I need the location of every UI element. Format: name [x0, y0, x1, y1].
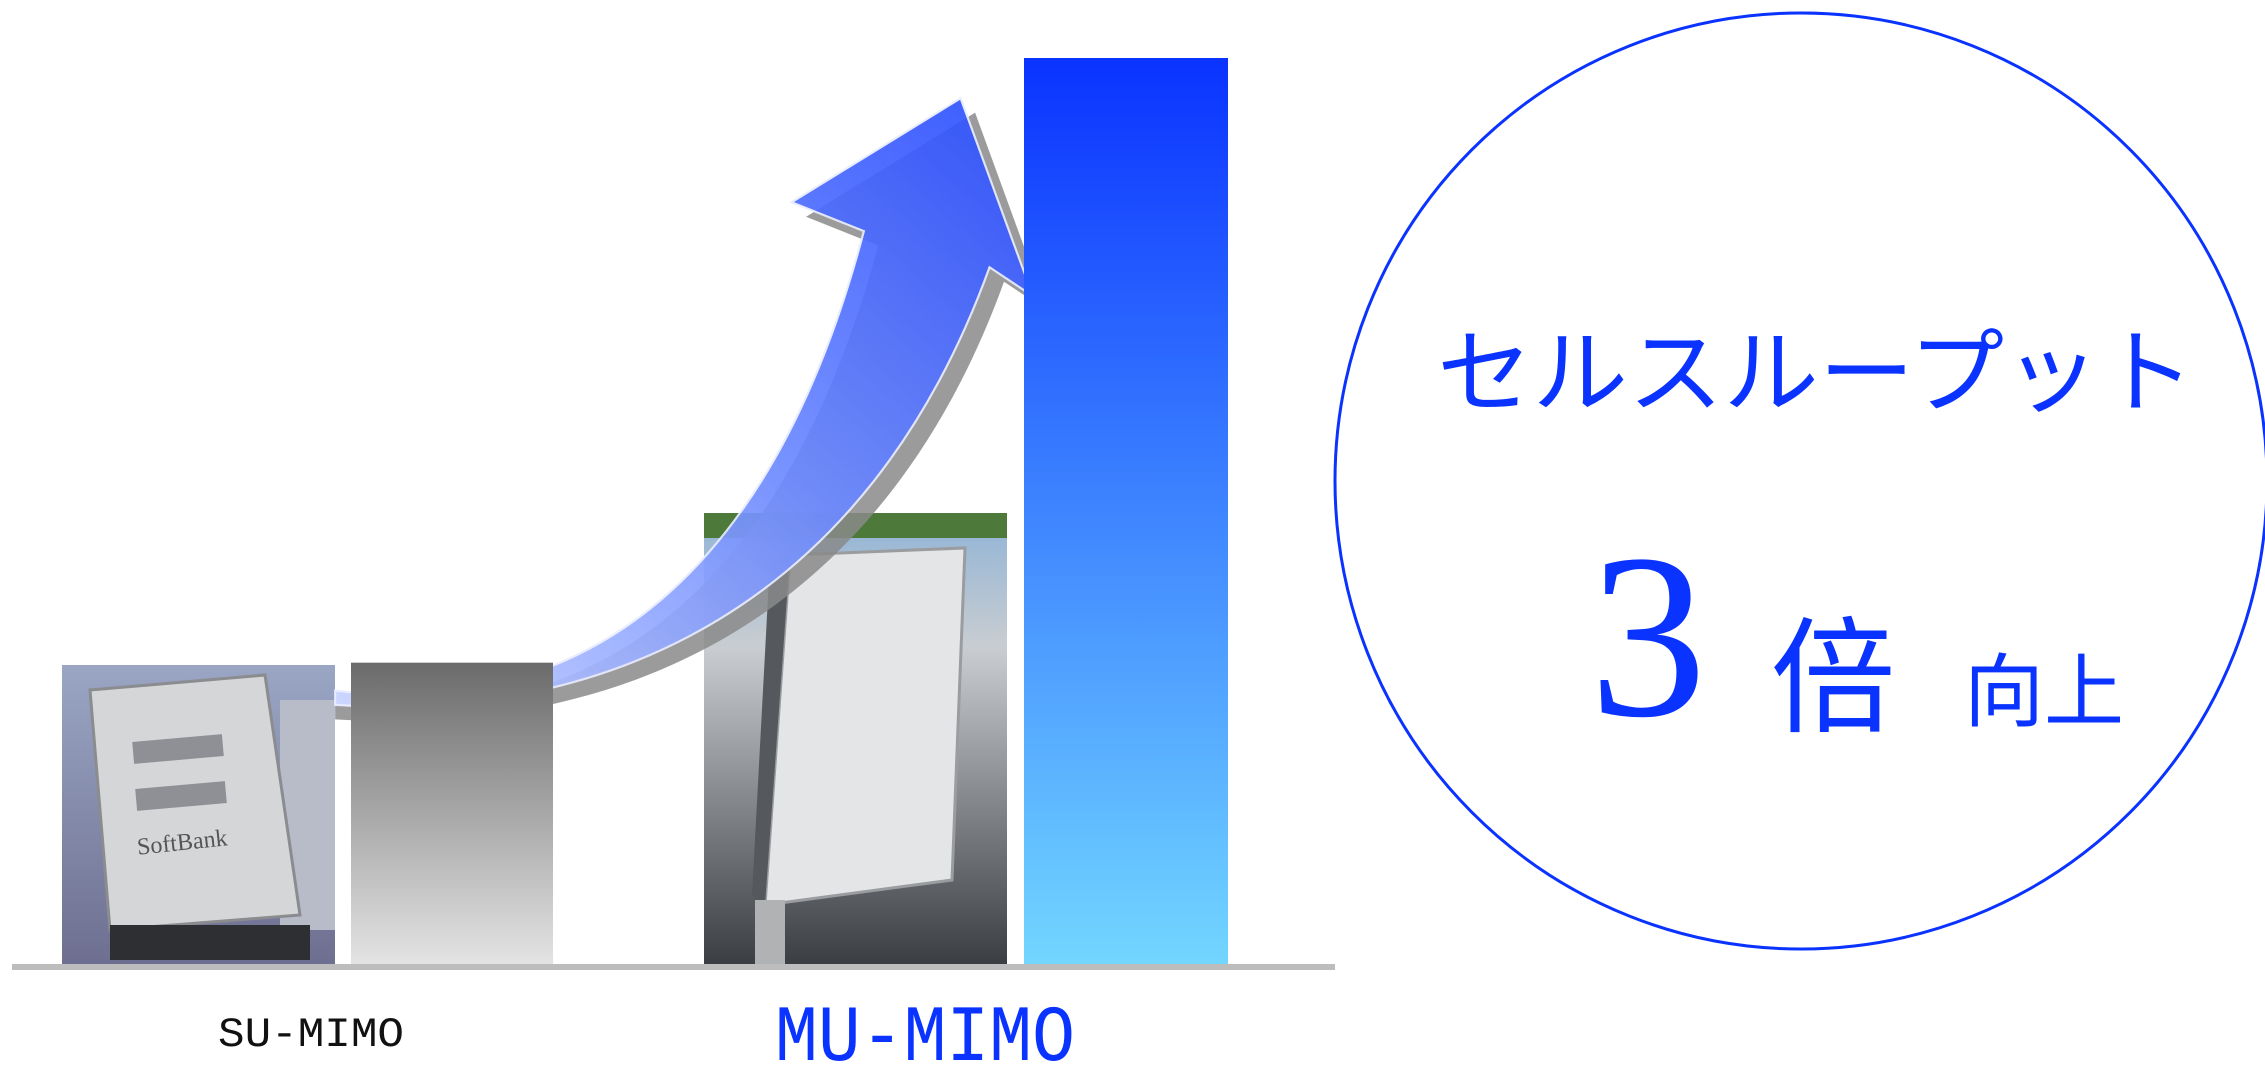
- bar: [351, 662, 553, 965]
- bars: [351, 58, 1228, 965]
- callout-suffix: 向上: [1964, 650, 2124, 738]
- category-label: SU-MIMO: [218, 1011, 404, 1059]
- category-label: MU-MIMO: [775, 994, 1075, 1067]
- su-mimo-photo: SoftBank: [62, 665, 335, 965]
- callout-label: セルスループット: [1437, 323, 2195, 425]
- callout-circle: [1333, 11, 2265, 951]
- bar: [1024, 58, 1228, 965]
- callout-unit: 倍: [1771, 612, 1896, 750]
- callout-multiple: 3: [1589, 506, 1707, 766]
